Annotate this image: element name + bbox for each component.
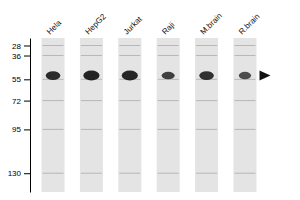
band	[199, 71, 214, 80]
lane-label: R.brain	[237, 12, 262, 37]
x-tick: M.brain	[199, 11, 224, 38]
grid-line	[81, 100, 102, 101]
band-arrow	[259, 71, 270, 81]
grid-line	[196, 45, 217, 46]
y-tick: 95	[12, 125, 30, 134]
grid-line	[196, 173, 217, 174]
grid-line	[234, 55, 255, 56]
lane-label: M.brain	[199, 11, 224, 36]
grid-line	[81, 129, 102, 130]
y-tick: 72	[12, 97, 30, 106]
lane-label: Hela	[45, 18, 63, 36]
y-tick-label: 28	[12, 42, 21, 51]
grid-line	[43, 100, 64, 101]
x-axis: Hela HepG2 Jurkat Raji M.brain R.brain	[45, 11, 262, 38]
grid-line	[196, 100, 217, 101]
grid-line	[119, 129, 140, 130]
grid-line	[234, 129, 255, 130]
x-tick: Hela	[45, 18, 63, 38]
band	[239, 72, 251, 80]
y-tick: 55	[12, 75, 30, 84]
grid-line	[43, 173, 64, 174]
grid-line	[119, 55, 140, 56]
grid-line	[234, 173, 255, 174]
y-tick: 36	[12, 52, 30, 61]
plot: 130 95 72 55 3628 Hela HepG2 Jurkat Raji M.brain R…	[8, 11, 271, 192]
y-tick-label: 36	[12, 52, 21, 61]
lane	[233, 38, 256, 192]
band	[162, 72, 175, 80]
y-tick-mark	[24, 46, 30, 47]
grid-line	[43, 45, 64, 46]
chart: 130 95 72 55 3628 Hela HepG2 Jurkat Raji M.brain R…	[0, 0, 300, 200]
grid-line	[234, 45, 255, 46]
x-tick: Jurkat	[122, 14, 144, 38]
lane	[195, 38, 218, 192]
y-axis: 130 95 72 55 3628	[8, 39, 31, 193]
y-tick-label: 95	[12, 125, 21, 134]
grid-line	[158, 173, 179, 174]
x-tick: R.brain	[237, 12, 262, 38]
y-tick-label: 55	[12, 75, 21, 84]
y-tick-label: 72	[12, 97, 21, 106]
lane	[157, 38, 180, 192]
lane	[118, 38, 141, 192]
grid-line	[81, 173, 102, 174]
band	[83, 71, 99, 81]
y-tick-mark	[24, 56, 30, 57]
band	[122, 71, 138, 81]
lane-label: HepG2	[83, 12, 108, 37]
grid-line	[81, 55, 102, 56]
y-tick: 130	[8, 169, 30, 178]
grid-line	[158, 100, 179, 101]
grid-line	[158, 55, 179, 56]
grid-line	[158, 129, 179, 130]
x-tick: HepG2	[83, 12, 108, 38]
grid-line	[234, 100, 255, 101]
y-tick-mark	[24, 101, 30, 102]
band	[46, 71, 61, 80]
lane-label: Raji	[160, 20, 176, 36]
y-tick-mark	[24, 173, 30, 174]
grid-line	[43, 129, 64, 130]
grid-line	[196, 129, 217, 130]
marks	[42, 38, 257, 192]
x-tick: Raji	[160, 20, 176, 38]
grid-line	[119, 100, 140, 101]
grid-line	[119, 45, 140, 46]
y-tick: 28	[12, 42, 30, 51]
grid-line	[43, 55, 64, 56]
grid-line	[119, 173, 140, 174]
y-tick-label: 130	[8, 169, 22, 178]
lane-label: Jurkat	[122, 14, 144, 36]
lane	[42, 38, 65, 192]
grid-line	[196, 55, 217, 56]
lane	[80, 38, 103, 192]
y-tick-mark	[24, 79, 30, 80]
grid-line	[158, 45, 179, 46]
grid-line	[81, 45, 102, 46]
y-axis-line	[30, 39, 31, 193]
y-tick-mark	[24, 129, 30, 130]
